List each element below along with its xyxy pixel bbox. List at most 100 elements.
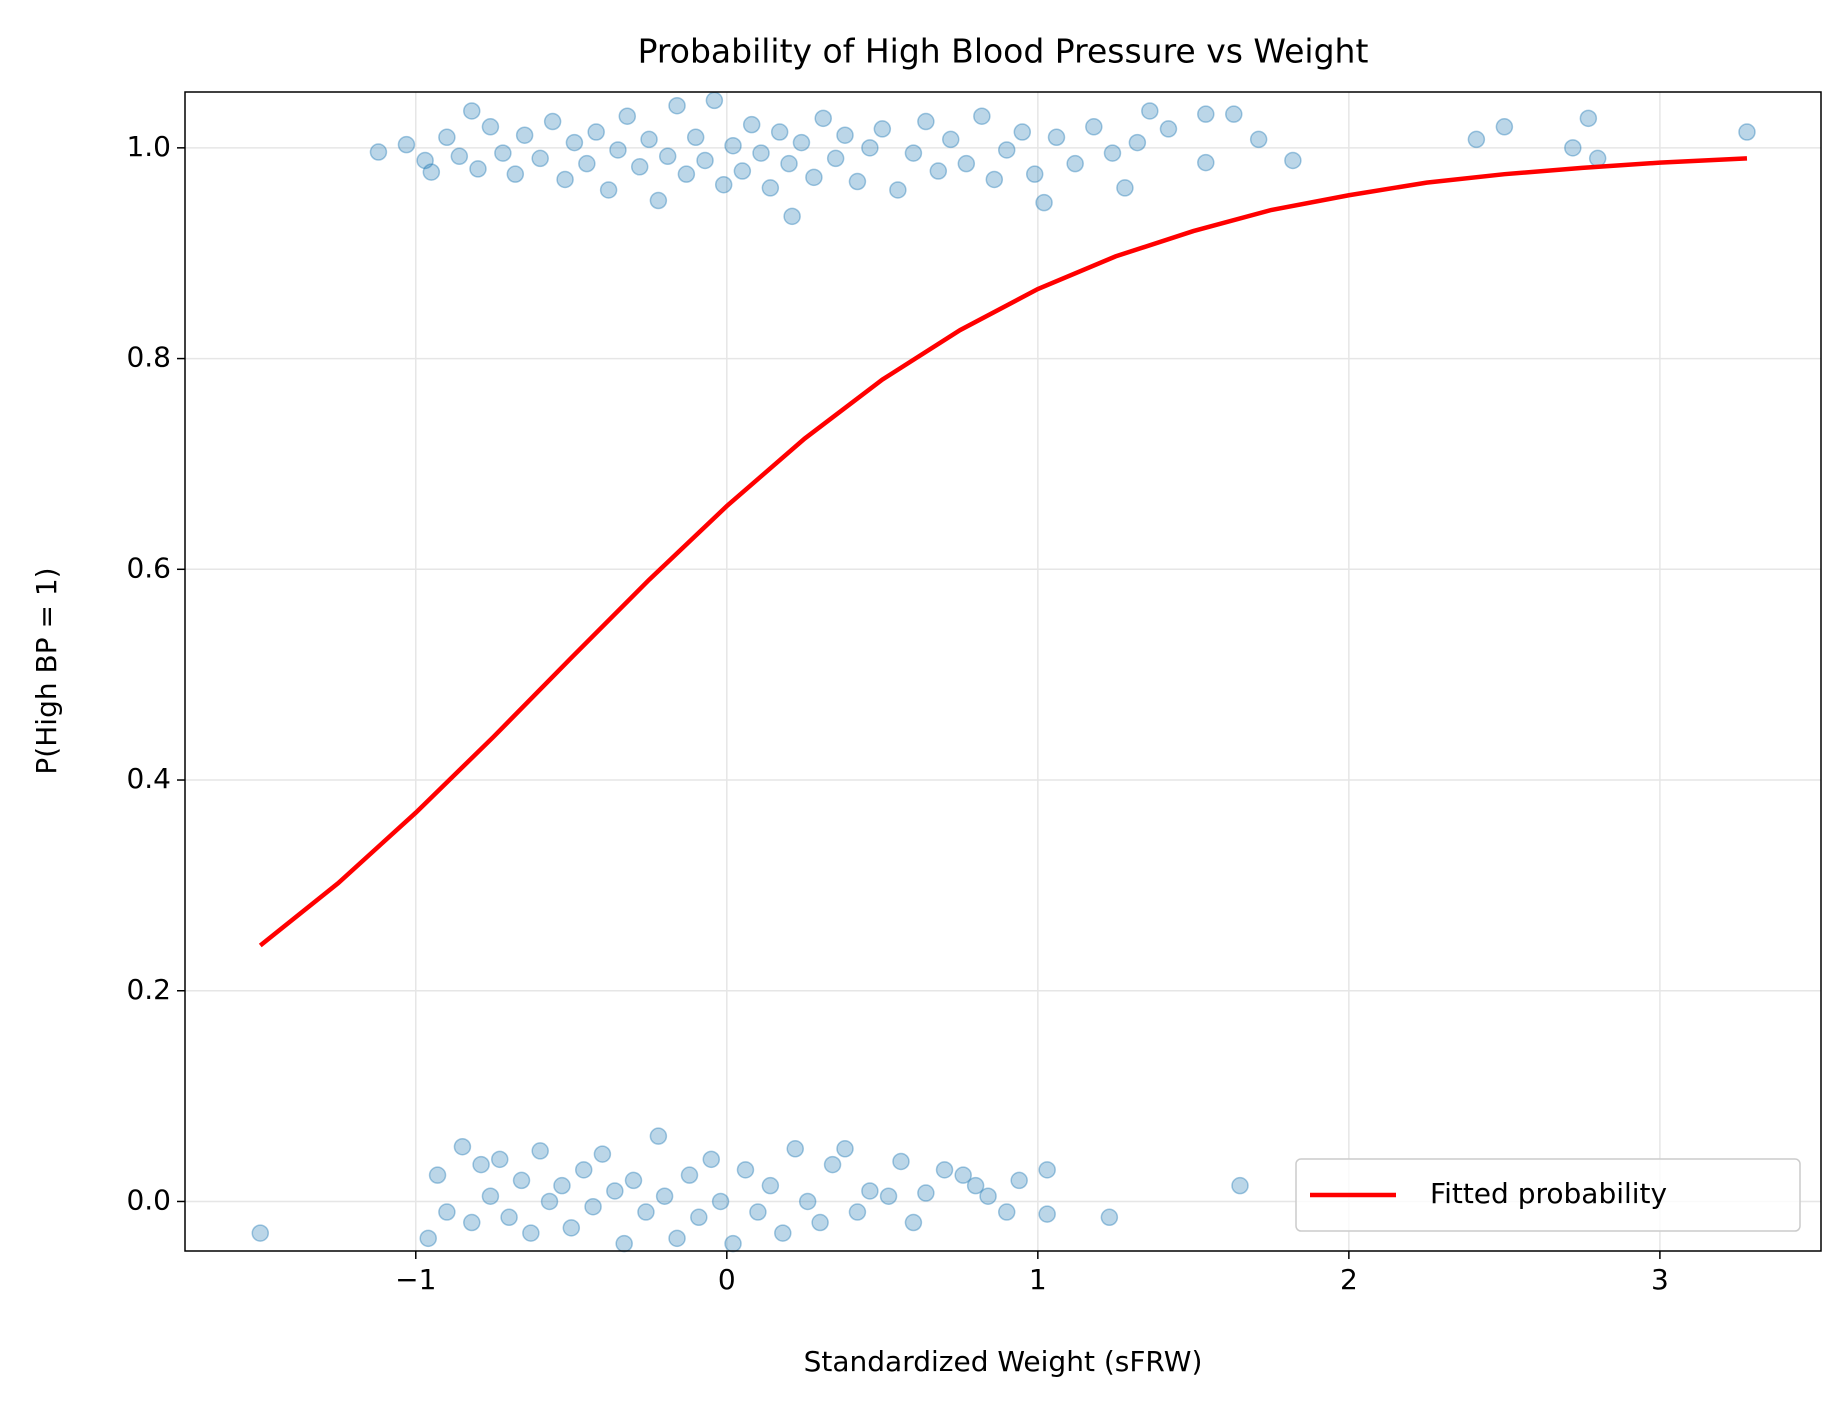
point — [469, 160, 487, 178]
plot-frame — [184, 91, 1822, 1252]
point — [1025, 165, 1044, 183]
point — [463, 1213, 481, 1232]
point — [606, 1182, 624, 1200]
point — [879, 1187, 898, 1205]
point — [1035, 193, 1053, 212]
point — [917, 112, 935, 131]
point — [1467, 130, 1486, 149]
point — [481, 1187, 500, 1205]
point — [904, 1213, 923, 1232]
point — [428, 1166, 447, 1184]
point — [823, 1155, 842, 1174]
point — [1128, 133, 1147, 152]
point — [543, 112, 562, 131]
point — [506, 165, 525, 183]
point — [770, 123, 789, 141]
legend-label: Fitted probability — [1430, 1177, 1667, 1210]
point — [1085, 118, 1103, 136]
point — [540, 1192, 559, 1211]
point — [1010, 1171, 1028, 1190]
point — [826, 149, 845, 168]
point — [752, 144, 770, 162]
point — [957, 154, 976, 173]
point — [1066, 154, 1084, 173]
x-tick-label: 2 — [1340, 1263, 1358, 1296]
y-axis-label: P(High BP = 1) — [30, 567, 63, 774]
point — [655, 1187, 674, 1205]
point — [836, 126, 854, 144]
point — [749, 1203, 767, 1221]
point — [861, 1182, 879, 1200]
point — [397, 135, 416, 154]
point — [780, 154, 798, 173]
point — [686, 128, 705, 147]
point — [690, 1208, 708, 1227]
point — [761, 1176, 780, 1195]
point — [649, 191, 668, 210]
point — [848, 1203, 867, 1221]
fitted-line — [258, 156, 1748, 948]
point — [1159, 120, 1178, 138]
point — [1197, 105, 1215, 123]
point — [836, 1140, 854, 1158]
point — [696, 151, 714, 170]
point — [1249, 130, 1268, 149]
point — [997, 1203, 1016, 1221]
point — [668, 96, 686, 115]
point — [1579, 109, 1598, 128]
point — [422, 163, 441, 181]
point — [1197, 153, 1215, 172]
point — [637, 1203, 655, 1221]
point — [251, 1224, 270, 1242]
point — [736, 1161, 755, 1179]
point — [481, 118, 500, 136]
point — [565, 133, 584, 152]
y-tick-label: 1.0 — [126, 130, 171, 163]
point — [889, 181, 907, 199]
point — [1588, 149, 1607, 168]
point — [438, 1203, 456, 1221]
point — [814, 109, 832, 128]
point — [369, 143, 388, 161]
chart-title: Probability of High Blood Pressure vs We… — [638, 32, 1369, 71]
point — [954, 1166, 972, 1184]
point — [892, 1152, 910, 1171]
point — [593, 1145, 612, 1163]
point — [979, 1187, 997, 1205]
x-tick-label: 3 — [1651, 1263, 1669, 1296]
point — [1038, 1161, 1056, 1179]
point — [578, 154, 596, 173]
point — [929, 162, 948, 180]
point — [997, 141, 1016, 159]
y-tick-label: 0.8 — [126, 341, 171, 374]
point — [472, 1155, 490, 1174]
point — [1495, 118, 1514, 136]
point — [556, 170, 574, 189]
point — [553, 1176, 571, 1195]
point — [705, 91, 724, 110]
point — [1141, 102, 1159, 120]
point — [1225, 105, 1243, 123]
point — [973, 107, 991, 125]
point — [677, 165, 696, 183]
x-tick-label: 0 — [718, 1263, 736, 1296]
point — [1103, 144, 1122, 162]
point — [1038, 1205, 1056, 1223]
point — [522, 1224, 540, 1242]
point — [609, 141, 627, 159]
x-axis-label: Standardized Weight (sFRW) — [804, 1345, 1203, 1378]
point — [702, 1150, 721, 1169]
y-tick-label: 0.0 — [126, 1183, 171, 1216]
point — [1100, 1208, 1119, 1227]
point — [798, 1192, 817, 1211]
point — [1738, 123, 1756, 141]
point — [848, 172, 867, 191]
point — [724, 1234, 742, 1253]
point — [966, 1176, 985, 1195]
point — [941, 130, 960, 149]
x-tick-label: 1 — [1029, 1263, 1047, 1296]
point — [805, 168, 823, 187]
point — [500, 1208, 518, 1227]
point — [1231, 1176, 1249, 1195]
